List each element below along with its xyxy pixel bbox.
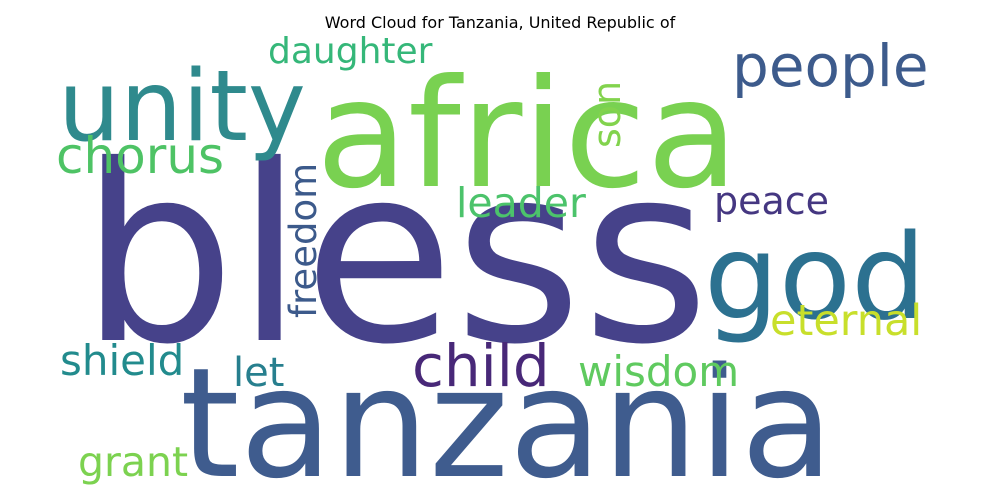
word-chorus: chorus bbox=[56, 127, 224, 185]
word-tanzania: tanzania bbox=[180, 335, 834, 500]
word-wisdom: wisdom bbox=[578, 347, 739, 396]
word-unity: unity bbox=[58, 50, 306, 164]
word-shield: shield bbox=[60, 336, 184, 385]
word-people: people bbox=[732, 32, 929, 100]
word-peace: peace bbox=[714, 179, 829, 223]
word-god: god bbox=[704, 208, 926, 346]
word-daughter: daughter bbox=[268, 31, 433, 72]
word-grant: grant bbox=[78, 438, 188, 486]
word-africa: africa bbox=[316, 48, 738, 222]
word-son: son bbox=[585, 81, 629, 148]
word-freedom: freedom bbox=[282, 163, 325, 318]
word-let: let bbox=[233, 350, 284, 396]
word-eternal: eternal bbox=[770, 296, 922, 346]
word-child: child bbox=[412, 332, 550, 400]
word-bless: bless bbox=[80, 113, 710, 398]
word-leader: leader bbox=[456, 179, 586, 227]
chart-title: Word Cloud for Tanzania, United Republic… bbox=[324, 13, 676, 32]
